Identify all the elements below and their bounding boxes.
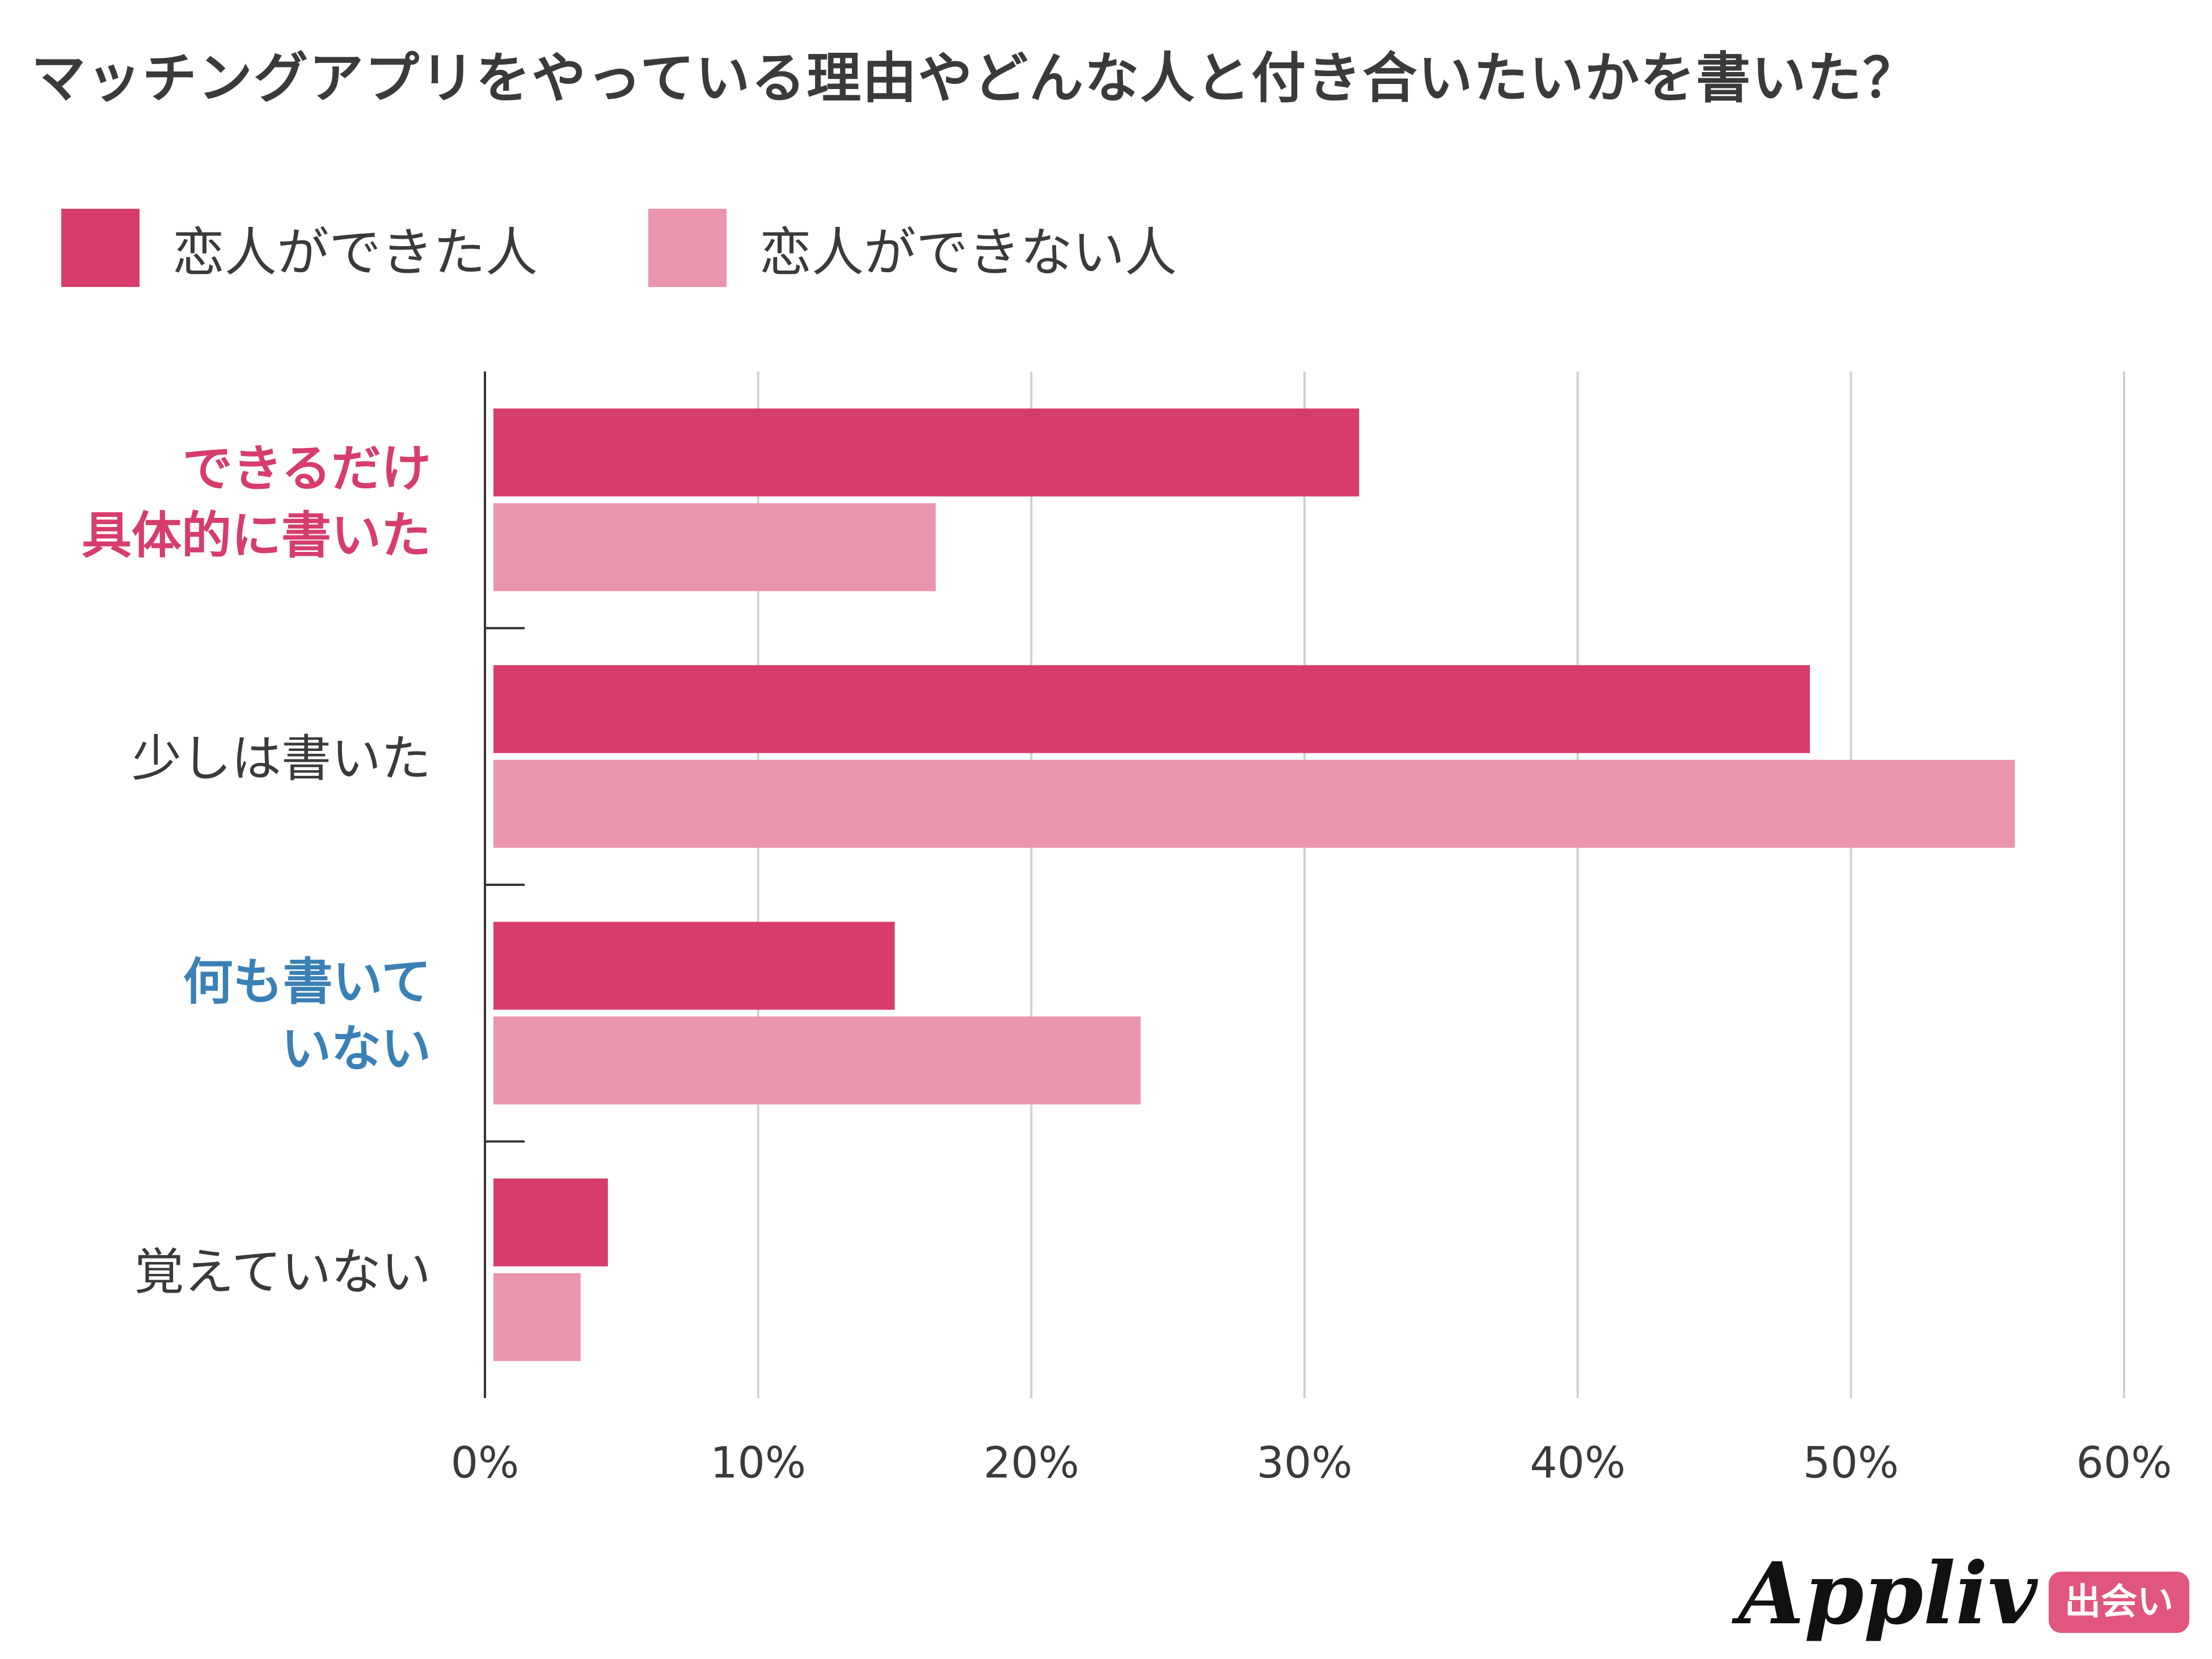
- x-tick-label: 20%: [983, 1437, 1079, 1488]
- category-label: 覚えていない: [134, 1243, 431, 1301]
- legend-swatch-series-2: [648, 209, 727, 287]
- category-label: いない: [281, 1019, 431, 1078]
- category-label: 少しは書いた: [132, 729, 431, 788]
- category-label: 何も書いて: [183, 952, 431, 1011]
- x-tick-label: 30%: [1257, 1437, 1353, 1488]
- bar: [493, 922, 895, 1010]
- legend-swatch-series-1: [61, 209, 140, 287]
- legend-label-series-2: 恋人ができない人: [759, 222, 1177, 283]
- bar: [493, 665, 1810, 753]
- bar: [493, 408, 1360, 497]
- brand-mark: Appliv 出会い: [1738, 1551, 2189, 1636]
- x-tick-label: 10%: [710, 1437, 806, 1488]
- legend: 恋人ができた人 恋人ができない人: [61, 209, 1287, 287]
- bar: [493, 1273, 581, 1361]
- appliv-logo: Appliv: [1738, 1544, 2037, 1644]
- chart-title: マッチングアプリをやっている理由やどんな人と付き合いたいかを書いた？: [31, 47, 1919, 110]
- legend-item-series-2: 恋人ができない人: [648, 209, 1177, 287]
- x-tick-label: 0%: [451, 1437, 520, 1488]
- bar: [493, 1178, 608, 1267]
- legend-label-series-1: 恋人ができた人: [172, 222, 538, 283]
- category-badge: 出会い: [2049, 1572, 2189, 1633]
- x-tick-label: 50%: [1803, 1437, 1899, 1488]
- category-label: 具体的に書いた: [82, 506, 431, 564]
- bar: [493, 1016, 1141, 1105]
- bar: [493, 503, 936, 592]
- category-label: できるだけ: [183, 439, 431, 497]
- legend-item-series-1: 恋人ができた人: [61, 209, 538, 287]
- x-tick-label: 40%: [1530, 1437, 1626, 1488]
- bar: [493, 759, 2015, 848]
- x-tick-label: 60%: [2076, 1437, 2172, 1488]
